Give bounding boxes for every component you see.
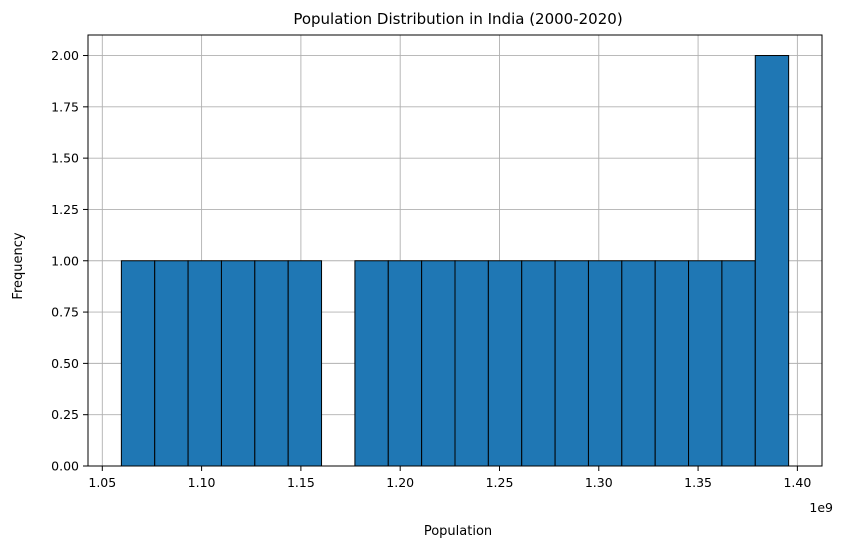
- y-axis-label: Frequency: [11, 232, 26, 299]
- chart-title: Population Distribution in India (2000-2…: [293, 10, 622, 28]
- histogram-bar-10: [454, 260, 489, 467]
- histogram-bar-17: [688, 260, 723, 467]
- y-tick-label-2: 0.50: [51, 356, 79, 371]
- histogram-bar-15: [621, 260, 656, 467]
- histogram-bar-14: [587, 260, 623, 467]
- histogram-bar-7: [354, 260, 389, 467]
- histogram-bar-16: [654, 260, 690, 467]
- x-tick-label-6: 1.35: [684, 475, 712, 490]
- y-tick-label-3: 0.75: [51, 305, 79, 320]
- y-tick-label-5: 1.25: [51, 202, 79, 217]
- histogram-bar-8: [387, 260, 423, 467]
- histogram-bar-0: [120, 260, 156, 467]
- ticks: 1.05 1.10 1.15 1.20 1.25 1.30 1.35 1.40 0.00 0.25…: [51, 48, 811, 490]
- histogram-bar-19: [754, 55, 790, 467]
- axes: [87, 34, 823, 467]
- histogram-bar-11: [487, 260, 523, 467]
- histogram-bar-1: [154, 260, 189, 467]
- y-tick-label-1: 0.25: [51, 407, 79, 422]
- y-tick-label-4: 1.00: [51, 253, 79, 268]
- histogram-bar-18: [721, 260, 756, 467]
- x-tick-label-7: 1.40: [783, 475, 811, 490]
- x-tick-label-1: 1.10: [188, 475, 216, 490]
- y-tick-label-6: 1.50: [51, 151, 79, 166]
- histogram-bar-9: [421, 260, 456, 467]
- y-tick-label-8: 2.00: [51, 48, 79, 63]
- bars: [120, 55, 790, 467]
- x-tick-label-3: 1.20: [386, 475, 414, 490]
- y-tick-label-7: 1.75: [51, 99, 79, 114]
- x-tick-label-2: 1.15: [287, 475, 315, 490]
- histogram-bar-13: [554, 260, 589, 467]
- histogram-bar-4: [254, 260, 289, 467]
- x-tick-label-0: 1.05: [88, 475, 116, 490]
- y-tick-label-0: 0.00: [51, 459, 79, 474]
- histogram-bar-5: [287, 260, 323, 467]
- plot-frame: [87, 34, 823, 467]
- histogram-bar-12: [521, 260, 556, 467]
- histogram-bar-2: [187, 260, 222, 467]
- x-axis-offset-label: 1e9: [809, 500, 833, 515]
- x-tick-label-4: 1.25: [486, 475, 514, 490]
- x-axis-label: Population: [424, 524, 492, 539]
- x-tick-label-5: 1.30: [585, 475, 613, 490]
- histogram-bar-3: [220, 260, 256, 467]
